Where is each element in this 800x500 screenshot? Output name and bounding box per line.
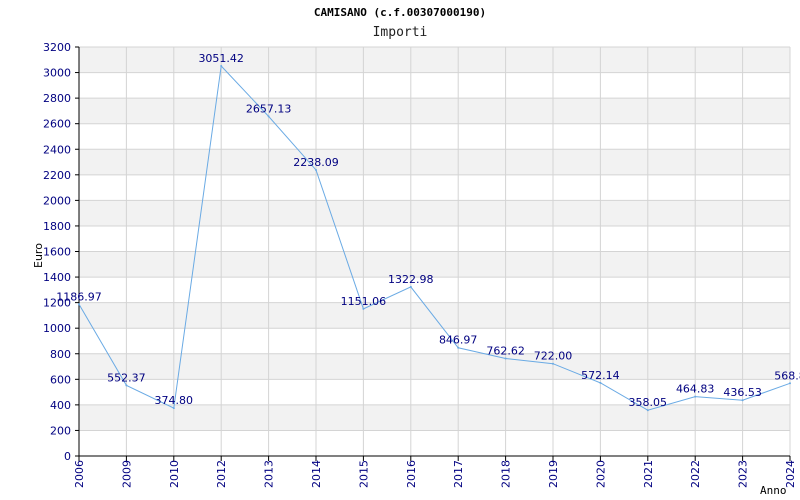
data-point [599, 381, 602, 384]
y-tick-label: 600 [50, 373, 71, 386]
data-point [315, 168, 317, 171]
x-tick-label: 2023 [737, 460, 750, 488]
x-tick-label: 2015 [357, 460, 370, 488]
grid-band [79, 404, 790, 431]
grid-band [79, 251, 790, 278]
data-label: 552.37 [107, 371, 146, 384]
y-tick-label: 0 [64, 450, 71, 463]
data-point [409, 285, 412, 288]
chart-subtitle: Importi [372, 25, 428, 40]
data-label: 374.80 [155, 394, 194, 407]
x-tick-label: 2014 [310, 460, 323, 488]
x-tick-label: 2010 [168, 460, 181, 488]
gridlines [78, 46, 791, 457]
x-tick-label: 2017 [452, 460, 465, 488]
grid-band [79, 47, 790, 73]
y-tick-label: 2000 [43, 194, 71, 207]
data-label: 3051.42 [198, 52, 244, 65]
data-point [694, 395, 697, 398]
y-tick-label: 2400 [43, 143, 71, 156]
data-point [552, 362, 554, 365]
grid-band [79, 98, 790, 124]
y-tick-label: 3000 [43, 67, 71, 80]
y-tick-label: 800 [50, 348, 71, 361]
data-point [267, 115, 270, 118]
y-tick-label: 1400 [43, 271, 71, 284]
data-point [646, 409, 649, 412]
x-tick-label: 2024 [784, 460, 797, 488]
y-tick-label: 1600 [43, 246, 71, 259]
data-point [78, 303, 80, 306]
x-axis-ticks: 2006 2009 2010 2012 2013 2014 2015 2016 2017 2018… [73, 456, 797, 488]
x-tick-label: 2018 [500, 460, 513, 488]
data-label: 358.05 [629, 396, 668, 409]
x-tick-label: 2006 [73, 460, 86, 488]
data-label: 464.83 [676, 383, 715, 396]
data-label: 2657.13 [246, 102, 292, 115]
x-tick-label: 2019 [547, 460, 560, 488]
data-point [125, 384, 128, 387]
y-tick-label: 1800 [43, 220, 71, 233]
data-label: 572.14 [581, 369, 620, 382]
data-point [172, 407, 175, 410]
x-tick-label: 2013 [263, 460, 276, 488]
chart-title: CAMISANO (c.f.00307000190) [313, 6, 487, 19]
data-point [362, 307, 365, 310]
y-tick-label: 2600 [43, 118, 71, 131]
grid-bands [79, 47, 790, 431]
data-point [741, 399, 744, 402]
data-labels: 1186.97 552.37 374.80 3051.42 2657.13 2238.09… [56, 52, 800, 409]
x-tick-label: 2016 [405, 460, 418, 488]
data-point [789, 382, 791, 385]
x-tick-label: 2012 [215, 460, 228, 488]
x-tick-label: 2020 [594, 460, 607, 488]
x-tick-label: 2021 [642, 460, 655, 488]
y-tick-label: 400 [50, 399, 71, 412]
series-line-group [78, 64, 791, 412]
data-label: 1186.97 [56, 290, 102, 303]
grid-band [79, 302, 790, 329]
data-point [220, 64, 223, 67]
x-tick-label: 2009 [120, 460, 133, 488]
data-label: 568.8 [774, 369, 800, 382]
grid-band [79, 353, 790, 380]
y-tick-label: 2200 [43, 169, 71, 182]
data-label: 762.62 [486, 345, 525, 358]
x-tick-label: 2022 [689, 460, 702, 488]
data-point [504, 357, 507, 360]
data-label: 722.00 [534, 350, 573, 363]
data-point [457, 346, 460, 349]
series-line [78, 64, 791, 411]
y-tick-label: 1000 [43, 322, 71, 335]
data-label: 1151.06 [341, 295, 387, 308]
data-label: 846.97 [439, 334, 478, 347]
y-tick-label: 3200 [43, 41, 71, 54]
data-label: 2238.09 [293, 156, 339, 169]
y-tick-label: 1200 [43, 297, 71, 310]
data-label: 1322.98 [388, 273, 434, 286]
y-axis-ticks: 0 200 400 600 800 1000 1200 1400 1600 1800 2000 220… [43, 41, 79, 463]
grid-band [79, 200, 790, 226]
data-label: 436.53 [723, 386, 762, 399]
x-axis-label: Anno [760, 484, 787, 497]
y-tick-label: 2800 [43, 92, 71, 105]
grid-band [79, 149, 790, 175]
y-tick-label: 200 [50, 424, 71, 437]
